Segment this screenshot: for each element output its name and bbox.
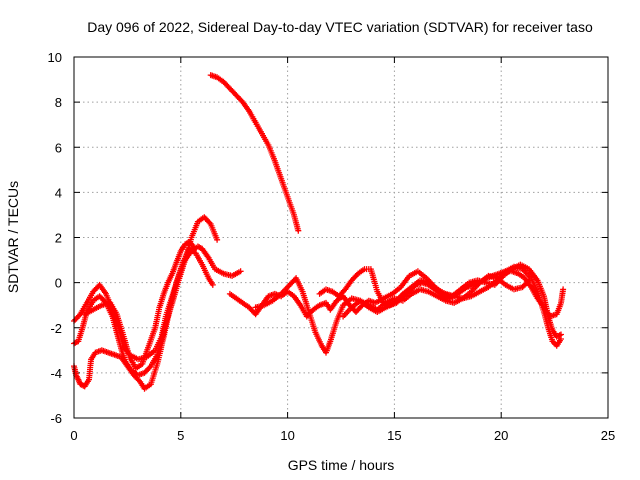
series-track-4 [81,239,197,372]
data-markers [71,243,244,363]
x-tick-label: 0 [70,428,77,443]
data-markers [207,72,302,234]
x-tick-label: 25 [601,428,615,443]
y-tick-label: 2 [55,231,62,246]
x-tick-label: 20 [494,428,508,443]
y-axis-label: SDTVAR / TECUs [5,181,21,293]
series-track-3 [71,245,216,392]
y-tick-label: 4 [55,185,62,200]
data-markers [81,239,197,372]
y-tick-label: -6 [50,411,62,426]
axis-tick-labels: 0 5 10 15 20 25 -6 -4 -2 0 2 4 6 8 10 [48,50,616,443]
y-tick-label: -2 [50,321,62,336]
series-track-9 [340,272,532,320]
data-markers [71,245,216,392]
plot-area [71,72,567,392]
series-track-1 [71,243,244,363]
gridlines [74,57,608,418]
data-markers [340,272,532,320]
y-tick-label: -4 [50,366,62,381]
series-track-5 [207,72,302,234]
x-tick-label: 10 [280,428,294,443]
x-axis-label: GPS time / hours [288,457,395,473]
x-tick-label: 15 [387,428,401,443]
x-tick-label: 5 [177,428,184,443]
y-tick-label: 10 [48,50,62,65]
y-tick-label: 6 [55,140,62,155]
y-tick-label: 8 [55,95,62,110]
plot-frame [73,56,609,419]
y-tick-label: 0 [55,276,62,291]
chart-title: Day 096 of 2022, Sidereal Day-to-day VTE… [87,19,593,35]
